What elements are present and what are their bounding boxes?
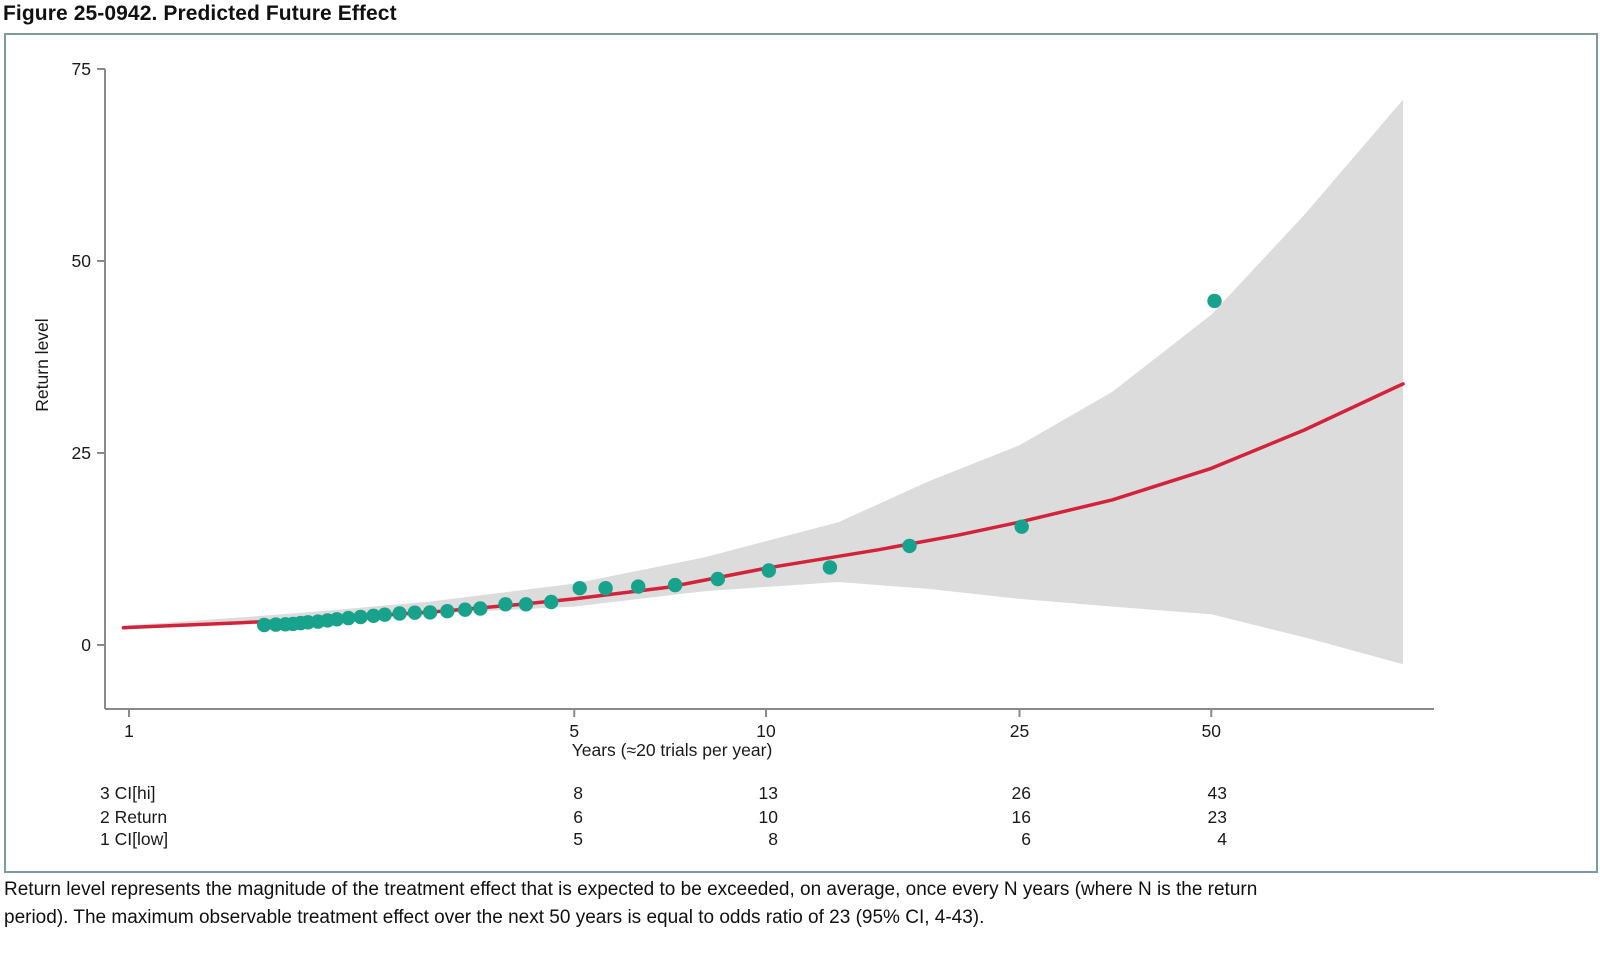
x-tick-label: 10	[756, 721, 776, 741]
figure-caption-line2: period). The maximum observable treatmen…	[4, 907, 985, 928]
y-tick-label: 25	[72, 443, 91, 463]
x-axis-title: Years (≈20 trials per year)	[571, 740, 773, 760]
chart-panel: 0 25 50 75 1 5 10 25 50 Return level Years (≈20 …	[4, 33, 1598, 873]
observed-point	[498, 597, 513, 612]
observed-point	[257, 617, 272, 633]
observed-point	[1014, 519, 1029, 534]
chart-canvas: 0 25 50 75 1 5 10 25 50	[72, 59, 1434, 741]
y-axis-title: Return level	[32, 318, 52, 412]
observed-point	[518, 597, 534, 612]
table-cell: 4	[1217, 829, 1227, 849]
observed-point	[631, 579, 646, 594]
figure-caption-line1: Return level represents the magnitude of…	[4, 879, 1258, 900]
observed-point	[1207, 293, 1222, 309]
x-tick-label: 25	[1010, 721, 1029, 741]
observed-point	[457, 602, 473, 617]
table-row-label-ci-hi: 3 CI[hi]	[100, 783, 156, 803]
observed-point	[353, 609, 368, 625]
observed-point	[341, 610, 356, 626]
table-cell: 10	[758, 807, 778, 827]
table-cell: 16	[1011, 807, 1031, 827]
confidence-band	[123, 99, 1403, 665]
observed-point	[598, 581, 613, 596]
y-tick-label: 50	[72, 251, 92, 271]
table-cell: 26	[1011, 783, 1031, 803]
y-tick-label: 75	[72, 59, 91, 79]
table-cell: 43	[1207, 783, 1227, 803]
observed-point	[366, 608, 381, 623]
table-cell: 13	[758, 783, 778, 803]
table-cell: 5	[573, 829, 583, 849]
table-cell: 6	[1021, 829, 1031, 849]
table-cell: 8	[573, 783, 583, 803]
observed-point	[407, 605, 422, 620]
page-title: Figure 25-0942. Predicted Future Effect	[3, 2, 397, 25]
observed-point	[440, 604, 455, 619]
observed-point	[710, 571, 725, 587]
observed-point	[422, 605, 438, 620]
observed-point	[392, 606, 407, 621]
observed-point	[329, 612, 345, 627]
table-row-label-return: 2 Return	[100, 807, 168, 827]
observed-point	[761, 563, 776, 578]
observed-point	[902, 538, 917, 554]
observed-point	[667, 577, 683, 593]
observed-point	[544, 594, 559, 610]
x-tick-label: 1	[124, 721, 134, 741]
y-tick-label: 0	[81, 635, 91, 655]
table-cell: 6	[573, 807, 583, 827]
observed-point	[473, 601, 488, 616]
table-row-label-ci-low: 1 CI[low]	[100, 829, 169, 849]
figure-caption: Return level represents the magnitude of…	[4, 876, 1404, 932]
table-cell: 23	[1207, 807, 1227, 827]
x-tick-label: 5	[569, 721, 579, 741]
observed-point	[822, 560, 838, 575]
x-tick-label: 50	[1202, 721, 1222, 741]
observed-point	[377, 607, 392, 622]
observed-point	[572, 581, 587, 596]
table-cell: 8	[768, 829, 778, 849]
